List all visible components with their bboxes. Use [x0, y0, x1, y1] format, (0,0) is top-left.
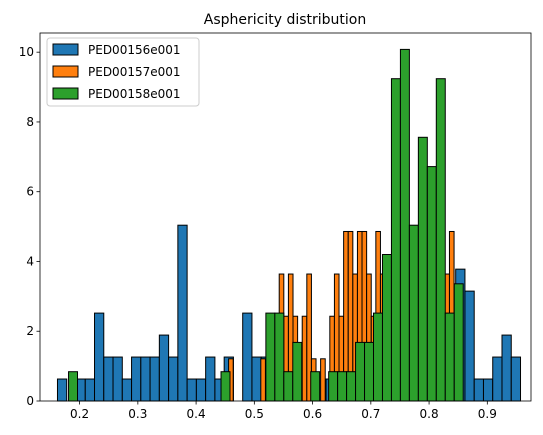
y-axis: 0 2 4 6 8 10 — [19, 45, 40, 408]
histogram-bar — [444, 312, 455, 402]
histogram-bar — [510, 356, 522, 402]
histogram-bar — [186, 378, 197, 402]
axes-frame — [39, 32, 532, 402]
histogram-bar — [501, 334, 512, 402]
histogram-bar — [94, 312, 105, 402]
legend-box — [46, 37, 200, 107]
histogram-bar — [131, 356, 142, 402]
histogram-bar — [121, 378, 133, 402]
histogram-bar — [492, 356, 503, 402]
histogram-bar — [408, 224, 419, 402]
histogram-bar — [435, 78, 446, 402]
histogram-bar — [373, 312, 383, 402]
legend-swatch-2 — [52, 87, 79, 100]
y-tick-label: 0 — [26, 394, 34, 408]
legend-swatch-0 — [52, 43, 79, 56]
legend: PED00156e001 PED00157e001 PED00158e001 — [46, 37, 200, 107]
histogram-bar — [260, 358, 266, 402]
histogram-bar — [274, 312, 285, 402]
histogram-bar — [220, 371, 231, 402]
histogram-bar — [84, 378, 96, 402]
histogram-bar — [320, 358, 326, 402]
y-tick-label: 2 — [26, 324, 34, 338]
histogram-bar — [328, 371, 339, 402]
x-tick-label: 0.5 — [245, 407, 264, 421]
histogram-bar — [426, 166, 437, 402]
x-tick-label: 0.2 — [70, 407, 89, 421]
histogram-bar — [195, 378, 207, 402]
x-tick-label: 0.6 — [303, 407, 322, 421]
histogram-bar — [301, 315, 308, 402]
histogram-bar — [168, 356, 179, 402]
histogram-bar — [149, 356, 160, 402]
histogram-bar — [473, 378, 484, 402]
chart-title: Asphericity distribution — [204, 12, 366, 28]
histogram-bar — [251, 356, 262, 402]
y-tick-label: 10 — [19, 45, 34, 59]
histogram-bar — [177, 224, 188, 402]
legend-label-0: PED00156e001 — [88, 43, 181, 57]
histogram-bar — [346, 371, 357, 402]
histogram-bar — [242, 312, 253, 402]
histogram-bar — [283, 371, 294, 402]
x-tick-label: 0.7 — [361, 407, 380, 421]
y-tick-label: 6 — [26, 185, 34, 199]
x-tick-label: 0.4 — [187, 407, 206, 421]
histogram-bar — [310, 371, 321, 402]
histogram-bar — [482, 378, 494, 402]
y-tick-label: 8 — [26, 115, 34, 129]
x-axis: 0.2 0.3 0.4 0.5 0.6 0.7 0.8 0.9 — [70, 401, 497, 421]
legend-label-2: PED00158e001 — [88, 87, 181, 101]
histogram-bar — [112, 356, 123, 402]
histogram-bar — [417, 136, 428, 402]
histogram-bar — [68, 371, 79, 402]
histogram-bar — [205, 356, 216, 402]
histogram-bar — [364, 341, 375, 402]
histogram-bar — [381, 253, 392, 402]
histogram-bar — [158, 334, 170, 402]
histogram-bar — [337, 371, 348, 402]
x-tick-label: 0.3 — [128, 407, 147, 421]
x-tick-label: 0.9 — [478, 407, 497, 421]
histogram-bar — [265, 312, 276, 402]
legend-swatch-1 — [52, 65, 79, 78]
histogram-bar — [399, 48, 410, 402]
histogram-bar — [355, 341, 366, 402]
histogram-bar — [453, 283, 464, 402]
histogram-bar — [292, 341, 303, 402]
histogram-bar — [390, 78, 401, 402]
histogram-bar — [103, 356, 114, 402]
histogram-bar — [56, 378, 68, 402]
histogram-bar — [140, 356, 151, 402]
legend-label-1: PED00157e001 — [88, 65, 181, 79]
histogram-bar — [464, 290, 475, 402]
x-tick-label: 0.8 — [420, 407, 439, 421]
y-tick-label: 4 — [26, 254, 34, 268]
